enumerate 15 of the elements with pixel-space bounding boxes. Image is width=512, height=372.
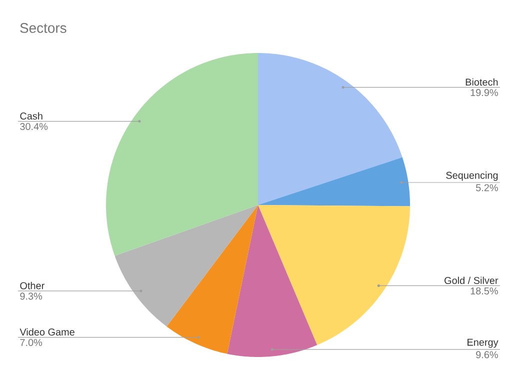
slice-label: Gold / Silver xyxy=(444,276,498,284)
chart-title: Sectors xyxy=(20,23,66,33)
data-label: 7.0% xyxy=(20,338,42,346)
slice-label: Biotech xyxy=(466,78,498,86)
data-label: 18.5% xyxy=(470,287,498,294)
data-label: 9.6% xyxy=(476,351,498,358)
data-label: 19.9% xyxy=(470,89,498,96)
data-label: 9.3% xyxy=(20,292,42,300)
slice-label: Cash xyxy=(20,112,42,120)
data-label: 5.2% xyxy=(476,184,498,192)
slice-label: Other xyxy=(20,282,44,290)
slice-label: Video Game xyxy=(20,328,74,336)
slice-label: Energy xyxy=(468,338,498,348)
slice-label: Sequencing xyxy=(446,172,498,181)
data-label: 30.4% xyxy=(20,122,48,130)
